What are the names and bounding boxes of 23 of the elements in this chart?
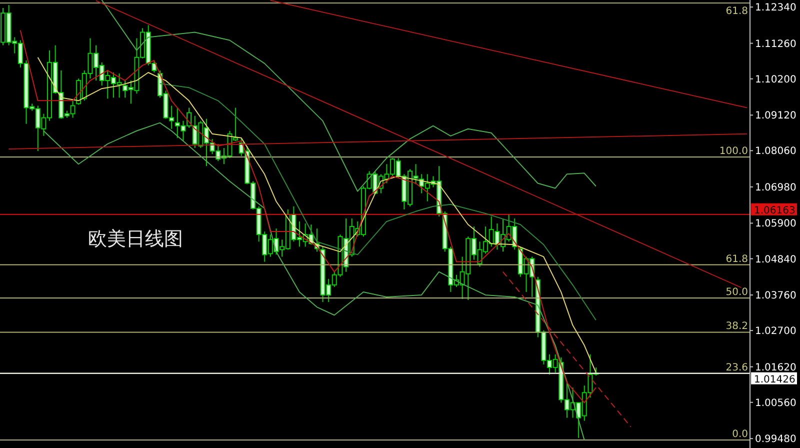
- y-tick-label: 0.99480: [755, 434, 796, 446]
- annotation: 欧美日线图: [88, 227, 183, 252]
- ref-line-label: 1.06163: [754, 205, 796, 216]
- y-tick-label: 1.09120: [755, 110, 796, 122]
- y-tick-label: 1.04840: [755, 254, 796, 266]
- ref-line-label: 1.01426: [754, 374, 796, 386]
- y-tick-label: 1.10200: [755, 74, 796, 86]
- annotation: 23.6: [726, 362, 748, 374]
- annotation: 50.0: [726, 286, 748, 298]
- y-tick-label: 1.06980: [755, 182, 796, 194]
- y-tick-label: 1.02700: [755, 326, 796, 338]
- annotation: 61.8: [726, 6, 748, 18]
- y-tick-label: 1.12340: [755, 2, 796, 14]
- y-tick-label: 1.00560: [755, 398, 796, 409]
- annotation: 0.0: [732, 428, 748, 440]
- annotation: 61.8: [726, 254, 748, 265]
- y-tick-label: 1.11260: [755, 38, 796, 50]
- annotation: 100.0: [719, 146, 748, 158]
- y-tick-label: 1.03760: [755, 290, 796, 302]
- y-tick-label: 1.08060: [755, 146, 796, 158]
- y-tick-label: 1.05900: [755, 218, 796, 230]
- y-tick-label: 1.01620: [755, 362, 796, 374]
- annotation: 38.2: [726, 321, 748, 332]
